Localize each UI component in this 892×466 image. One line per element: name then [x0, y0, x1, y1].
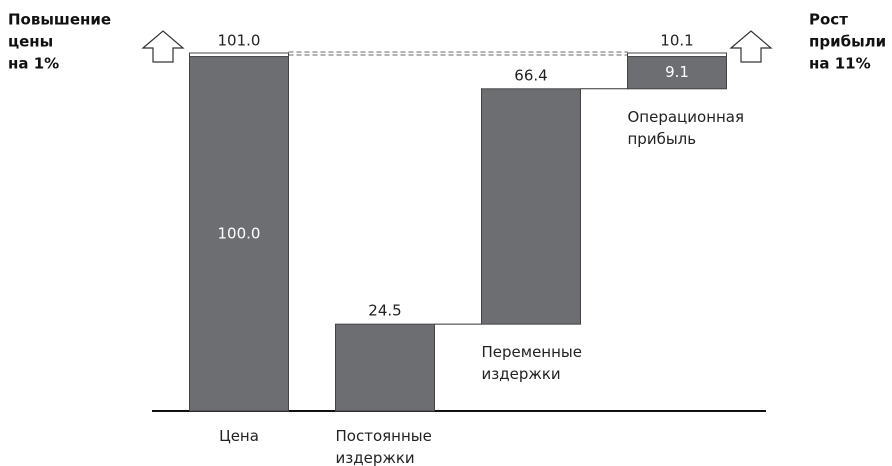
- annotation: Рост: [809, 11, 848, 29]
- category-label: Цена: [219, 427, 259, 445]
- annotation: на 11%: [809, 55, 871, 73]
- annotation: на 1%: [8, 55, 59, 73]
- bar: [481, 88, 581, 325]
- annotation: цены: [8, 33, 53, 51]
- bar: [627, 56, 727, 90]
- category-label: Операционная прибыль: [628, 107, 745, 147]
- value-label: 101.0: [218, 32, 261, 50]
- arrow: [729, 30, 773, 63]
- value-label: 9.1: [665, 63, 689, 81]
- annotation: Повышение: [8, 11, 111, 29]
- annotation: прибыли: [809, 33, 886, 51]
- value-label: 66.4: [514, 66, 547, 84]
- bar: [189, 56, 289, 412]
- bar: [335, 323, 435, 412]
- value-label: 24.5: [368, 302, 401, 320]
- value-label: 10.1: [660, 32, 693, 50]
- category-label: Постоянные издержки: [336, 427, 432, 466]
- value-label: 100.0: [218, 224, 261, 242]
- increase-bar: [189, 52, 289, 58]
- increase-bar: [627, 52, 727, 58]
- category-label: Переменные издержки: [482, 343, 583, 383]
- arrow: [141, 30, 185, 63]
